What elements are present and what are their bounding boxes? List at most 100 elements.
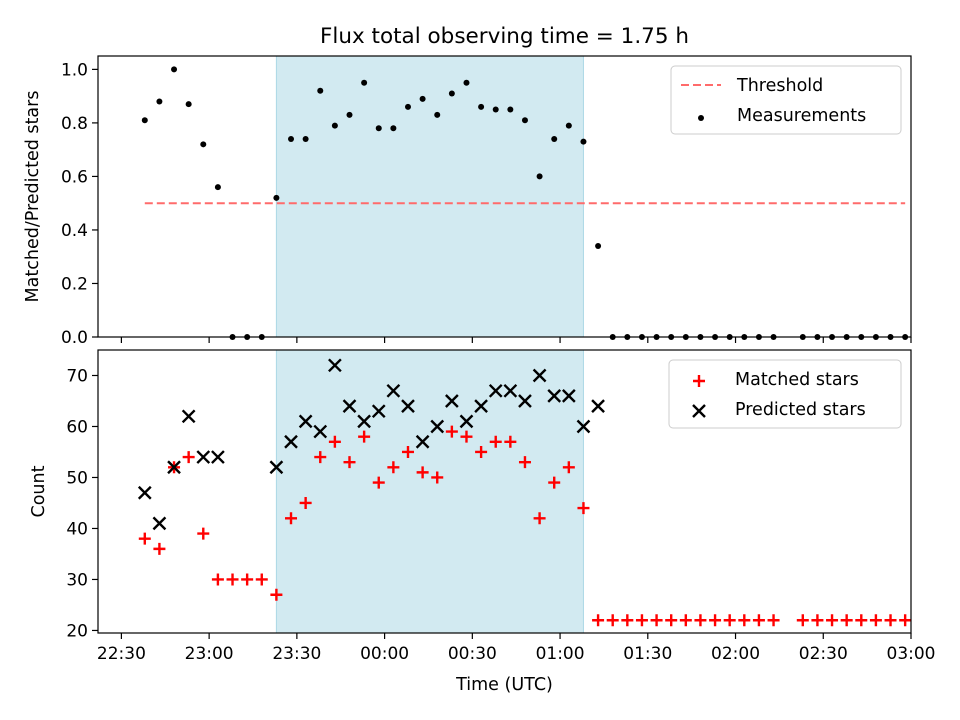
measurement-point: [156, 98, 163, 105]
matched-stars-point: [182, 451, 195, 464]
y-axis-label: Matched/Predicted stars: [23, 91, 43, 303]
y-tick-label: 40: [66, 519, 88, 539]
observing-time-span: [275, 55, 584, 338]
predicted-stars-point: [547, 389, 562, 403]
matched-stars-point: [255, 573, 268, 586]
predicted-stars-point: [474, 399, 488, 413]
matched-stars-point: [197, 527, 210, 540]
measurement-point: [565, 122, 572, 129]
matched-stars-point: [445, 425, 458, 438]
matched-stars-point: [270, 588, 283, 601]
matched-stars-point: [387, 461, 400, 474]
matched-stars-point: [372, 476, 385, 489]
x-tick-label: 02:30: [799, 644, 848, 664]
matched-stars-point: [826, 614, 839, 627]
matched-stars-point: [621, 614, 634, 627]
matched-stars-point: [709, 614, 722, 627]
legend-matched-swatch: [693, 375, 705, 387]
x-axis-label: Time (UTC): [455, 675, 553, 695]
legend-predicted-swatch: [692, 404, 706, 418]
matched-stars-point: [285, 512, 298, 525]
matched-stars-point: [328, 435, 341, 448]
matched-stars-point: [299, 496, 312, 509]
matched-stars-point: [665, 614, 678, 627]
measurement-point: [595, 243, 602, 250]
measurement-point: [507, 106, 514, 113]
x-tick-label: 03:00: [887, 644, 936, 664]
measurement-point: [580, 138, 587, 145]
x-tick-label: 01:30: [623, 644, 672, 664]
matched-stars-point: [855, 614, 868, 627]
legend-box: [670, 65, 902, 135]
predicted-stars-point: [269, 460, 284, 475]
matched-stars-point: [752, 614, 765, 627]
measurement-point: [434, 111, 441, 118]
predicted-stars-point: [415, 434, 430, 449]
predicted-stars-point: [445, 394, 459, 408]
predicted-stars-point: [459, 414, 474, 429]
predicted-stars-point: [503, 383, 518, 398]
predicted-stars-point: [386, 383, 401, 398]
x-tick-label: 22:30: [97, 644, 146, 664]
y-tick-label: 0.2: [61, 274, 88, 294]
y-tick-label: 1.0: [61, 60, 88, 80]
matched-stars-point: [650, 614, 663, 627]
matched-stars-point: [592, 614, 605, 627]
matched-stars-point: [679, 614, 692, 627]
predicted-stars-point: [576, 419, 591, 434]
bottom-panel: 20 30 40 50 60 70 22:30 23:00 23:30 00:00 00:30 01:…: [29, 349, 936, 664]
measurement-point: [404, 103, 411, 110]
matched-stars-point: [577, 502, 590, 515]
y-tick-label: 0.6: [61, 167, 88, 187]
measurement-point: [536, 173, 543, 180]
matched-stars-point: [226, 573, 239, 586]
matched-stars-point: [489, 435, 502, 448]
matched-stars-point: [738, 614, 751, 627]
predicted-stars-point: [430, 419, 445, 434]
predicted-stars-point: [152, 516, 167, 531]
measurement-point: [419, 95, 426, 102]
axes-frame: [97, 55, 912, 338]
y-tick-label: 70: [66, 366, 88, 386]
matched-stars-point: [767, 614, 780, 627]
predicted-stars-point: [137, 485, 152, 500]
matched-stars-point: [694, 614, 707, 627]
matched-stars-point: [635, 614, 648, 627]
matched-stars-point: [138, 532, 151, 545]
legend-label: Threshold: [736, 76, 823, 96]
measurement-point: [185, 101, 192, 108]
matched-stars-point: [796, 614, 809, 627]
matched-stars-point: [884, 614, 897, 627]
legend: Threshold Measurements: [670, 65, 902, 135]
predicted-stars-point: [371, 404, 386, 419]
predicted-stars-point: [357, 414, 371, 429]
legend-label: Measurements: [737, 106, 866, 126]
y-tick-label: 30: [66, 570, 88, 590]
measurement-point: [302, 135, 309, 142]
legend: Matched stars Predicted stars: [668, 359, 902, 429]
matched-stars-point: [401, 445, 414, 458]
matched-stars-point: [431, 471, 444, 484]
predicted-stars-point: [342, 399, 357, 413]
x-tick-label: 23:30: [272, 644, 321, 664]
x-tick-label: 00:30: [448, 644, 497, 664]
predicted-stars-point: [532, 368, 547, 383]
y-tick-label: 0.4: [61, 221, 88, 241]
matched-stars-point: [899, 614, 912, 627]
matched-stars-point: [840, 614, 853, 627]
measurement-point: [273, 194, 280, 201]
measurement-point: [375, 125, 382, 132]
matched-stars-point: [153, 542, 166, 555]
measurement-point: [171, 66, 178, 73]
measurement-point: [390, 125, 397, 132]
measurement-point: [521, 117, 528, 124]
chart-title: Flux total observing time = 1.75 h: [320, 24, 689, 49]
matched-stars-point: [343, 456, 356, 469]
matched-stars-point: [869, 614, 882, 627]
matched-stars-point: [518, 456, 531, 469]
matched-stars-point: [416, 466, 429, 479]
measurement-point: [448, 90, 455, 97]
matched-stars-point: [358, 430, 371, 443]
measurement-point: [478, 103, 485, 110]
